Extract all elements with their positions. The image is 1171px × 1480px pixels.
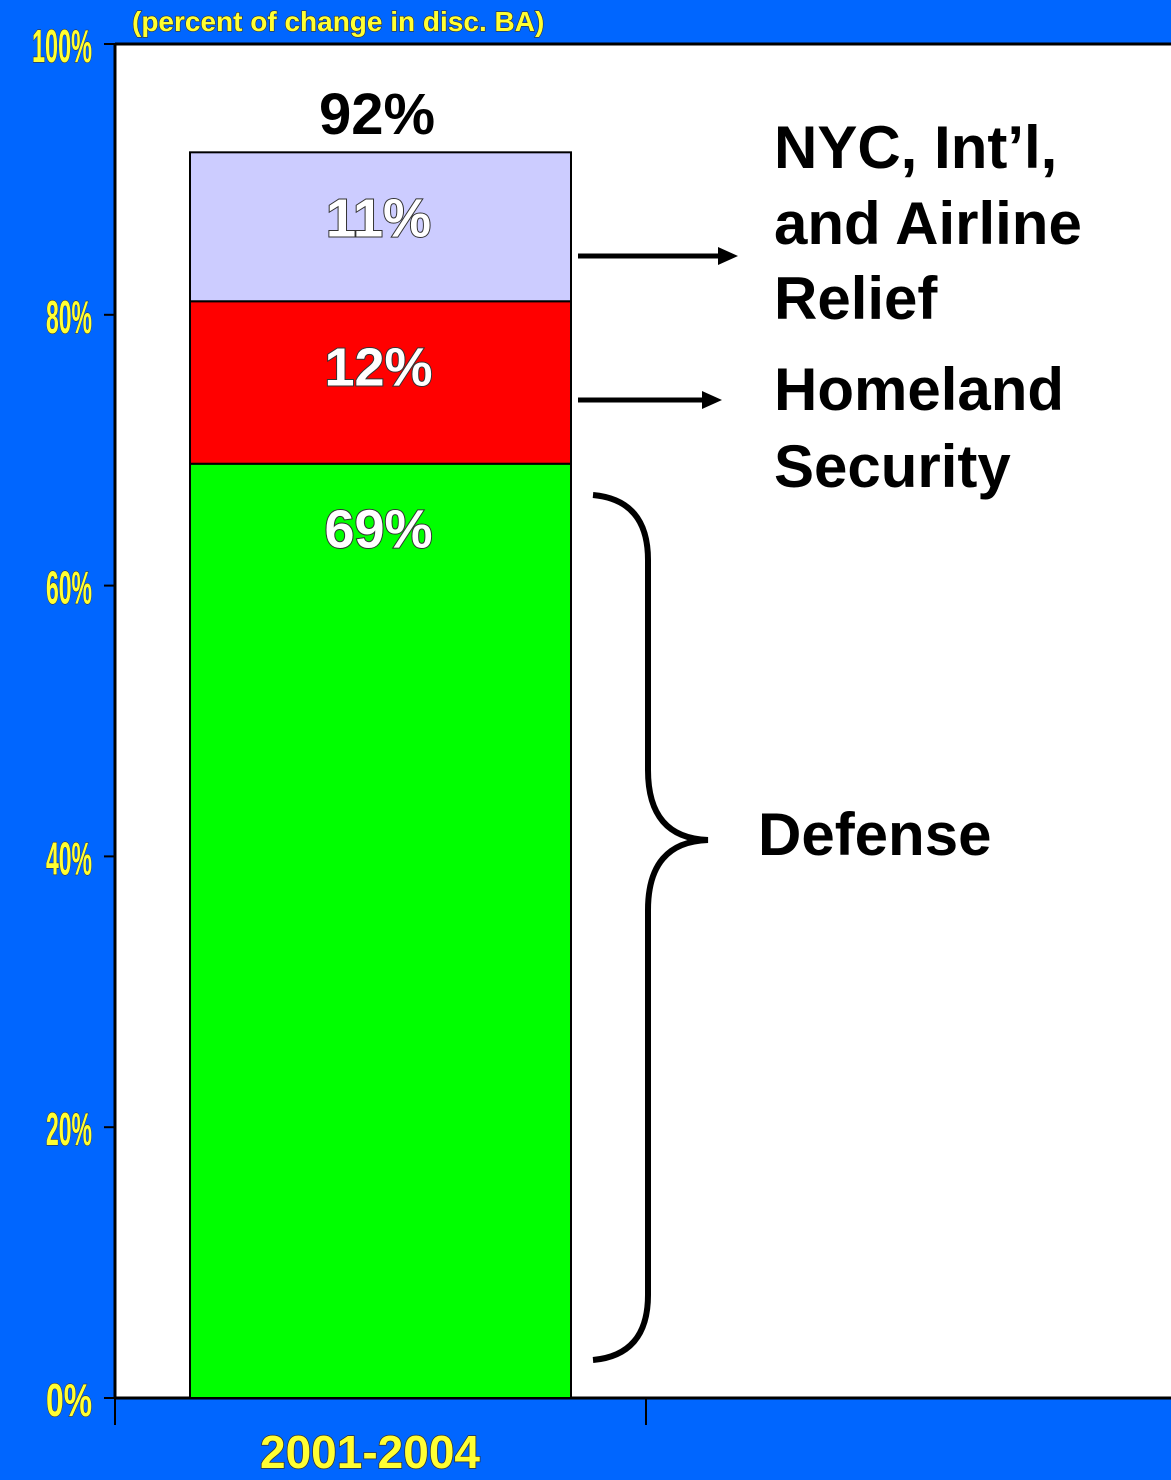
y-tick-label-2: 40% (46, 832, 92, 884)
bar-segment-1 (189, 300, 572, 465)
bar-segment-label-0: 69% (324, 500, 432, 560)
y-tick-label-5: 100% (32, 20, 92, 72)
bar-segment-label-2: 11% (326, 188, 431, 248)
annotation-defense: Defense (758, 801, 991, 868)
y-tick-label-4: 80% (46, 291, 92, 343)
y-tick-label-0: 0% (46, 1374, 92, 1426)
annotation-relief-line1: NYC, Int’l, (774, 114, 1057, 181)
x-category-label: 2001-2004 (260, 1426, 480, 1475)
annotation-relief-line2: and Airline (774, 190, 1082, 257)
arrow-relief (578, 247, 738, 265)
y-tick-label-3: 60% (46, 562, 92, 614)
annotation-homeland-line2: Security (774, 433, 1011, 500)
annotation-relief-line3: Relief (774, 265, 938, 332)
chart-subtitle: (percent of change in disc. BA) (132, 6, 544, 37)
arrow-homeland (578, 391, 722, 409)
annotation-homeland-line1: Homeland (774, 356, 1064, 423)
y-tick-label-1: 20% (46, 1103, 92, 1155)
bar-segment-0 (189, 462, 572, 1399)
defense-brace (592, 492, 709, 1363)
bar-segment-2 (189, 151, 572, 303)
y-axis-ticks: 0% 20% 40% 60% 80% 100% (31, 19, 115, 1427)
bar-segments: 69% 12% 11% (189, 151, 572, 1399)
bar-segment-label-1: 12% (324, 337, 432, 397)
total-label: 92% (319, 82, 435, 147)
